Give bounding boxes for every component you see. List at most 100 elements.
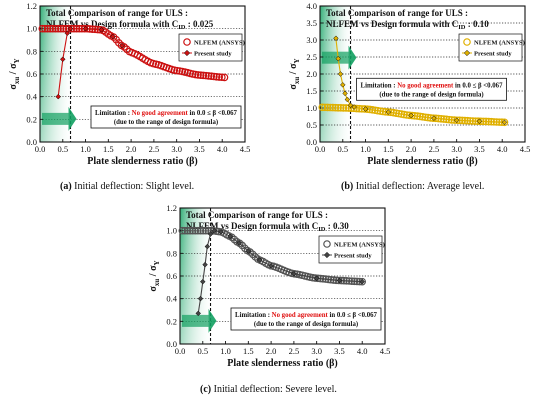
chart-c-svg: 0.0 0.5 1.0 1.5 2.0 2.5 3.0 3.5 4.0 4.5 0.0 0.2 0.4 0… <box>148 203 390 369</box>
x-tick-label-0: 0.0 <box>175 346 186 356</box>
present-point-12 <box>453 117 460 123</box>
present-point-7 <box>218 229 224 235</box>
nlfem-point-66 <box>212 72 221 81</box>
y-tick-label-8: 4.0 <box>306 1 317 11</box>
y-tick-label-1: 0.2 <box>166 316 177 326</box>
x-tick-label-4: 2.0 <box>126 144 137 154</box>
nlfem-point-8 <box>59 24 68 33</box>
limitation-box <box>90 105 242 129</box>
y-tick-label-4: 0.8 <box>166 248 177 258</box>
caption-c: (c) Initial deflection: Severe level. <box>200 384 337 395</box>
present-point-6 <box>347 102 354 109</box>
chart-b-svg: 0.0 0.5 1.0 1.5 2.0 2.5 3.0 3.5 4.0 4.5 0.0 0.5 1.0 1… <box>288 1 531 167</box>
caption-c-tag: (c) <box>200 384 212 395</box>
x-tick-label-7: 3.5 <box>334 346 345 356</box>
present-point-1 <box>60 56 66 63</box>
nlfem-point-58 <box>191 70 200 79</box>
x-tick-label-0: 0.0 <box>315 144 326 154</box>
y-tick-label-0: 0.0 <box>306 137 317 147</box>
present-point-13 <box>291 270 297 277</box>
nlfem-point-2 <box>183 226 192 235</box>
y-tick-label-6: 1.2 <box>26 1 37 11</box>
y-tick-label-0: 0.0 <box>26 137 37 147</box>
y-tick-label-1: 0.2 <box>26 114 37 124</box>
chart-title-line1: Total Comparison of range for ULS : <box>186 210 328 220</box>
nlfem-point-67 <box>215 73 224 81</box>
nlfem-point-62 <box>202 71 210 80</box>
limitation-text: Limitation : No good agreement in 0.0 ≤ … <box>95 110 238 117</box>
x-tick-label-6: 3.0 <box>311 346 322 356</box>
nlfem-point-1 <box>321 103 329 112</box>
chart-a-svg: 0.0 0.5 1.0 1.5 2.0 2.5 3.0 3.5 4.0 4.5 0.0 0.2 0.4 0… <box>8 1 251 167</box>
present-point-5 <box>207 231 214 237</box>
limitation-arrow-shaft <box>182 314 209 327</box>
nlfem-point-4 <box>49 24 57 33</box>
legend-present-label: Present study <box>474 51 512 58</box>
present-point-4 <box>82 25 89 32</box>
present-point-8 <box>227 233 233 240</box>
chart-title-line2: NLFEM vs Design formula with CID : 0.10 <box>326 19 489 31</box>
chart-title-line2: NLFEM vs Design formula with CID : 0.30 <box>186 221 349 233</box>
y-tick-label-2: 0.4 <box>166 294 177 304</box>
present-point-10 <box>245 248 252 254</box>
x-tick-label-8: 4.0 <box>217 144 228 154</box>
legend-box <box>178 33 243 62</box>
y-tick-label-6: 3.0 <box>306 35 317 45</box>
chart-panel-c: 0.0 0.5 1.0 1.5 2.0 2.5 3.0 3.5 4.0 4.5 0.0 0.2 0.4 0… <box>140 202 410 382</box>
limitation-arrow-shaft <box>42 112 69 125</box>
nlfem-point-51 <box>173 66 181 75</box>
nlfem-point-6 <box>54 24 62 33</box>
x-tick-label-5: 2.5 <box>429 144 440 154</box>
x-tick-label-3: 1.5 <box>383 144 394 154</box>
nlfem-point-0 <box>178 226 187 235</box>
x-tick-label-5: 2.5 <box>149 144 160 154</box>
present-point-2 <box>337 71 344 77</box>
present-point-13 <box>476 118 483 125</box>
nlfem-point-6 <box>334 103 342 112</box>
y-tick-label-6: 1.2 <box>166 203 177 213</box>
x-tick-label-4: 2.0 <box>406 144 417 154</box>
legend-nlfem-marker <box>323 240 331 248</box>
present-study-line <box>57 28 123 97</box>
y-tick-label-4: 0.8 <box>26 46 37 56</box>
y-tick-label-4: 2.0 <box>306 69 317 79</box>
nlfem-point-0 <box>38 24 47 33</box>
x-tick-label-2: 1.0 <box>220 346 231 356</box>
caption-a: (a) Initial deflection: Slight level. <box>60 181 194 192</box>
y-axis-label: σxu / σY <box>148 260 161 291</box>
present-point-1 <box>335 55 341 62</box>
x-tick-label-4: 2.0 <box>266 346 277 356</box>
chart-title-line2: NLFEM vs Design formula with CID : 0.025 <box>46 19 214 31</box>
nlfem-point-68 <box>218 73 226 82</box>
chart-title-line1: Total Comparison of range for ULS : <box>326 8 468 18</box>
present-point-11 <box>256 257 263 263</box>
limitation-arrow-shaft <box>322 51 349 64</box>
legend-present-marker <box>323 251 331 259</box>
limitation-text: Limitation : No good agreement in 0.0 ≤ … <box>235 312 378 319</box>
legend-nlfem-label: NLFEM (ANSYS) <box>334 242 385 249</box>
legend-box <box>318 235 383 264</box>
limitation-note: (due to the range of design formula) <box>254 321 358 328</box>
nlfem-point-1 <box>41 24 49 33</box>
present-point-4 <box>204 243 211 250</box>
present-point-12 <box>268 263 274 269</box>
present-point-8 <box>362 106 369 112</box>
nlfem-point-7 <box>56 24 65 33</box>
present-point-5 <box>344 96 351 103</box>
x-tick-label-7: 3.5 <box>474 144 485 154</box>
nlfem-point-63 <box>204 72 213 80</box>
caption-a-text: Initial deflection: Slight level. <box>71 181 195 192</box>
limitation-note: (due to the range of design formula) <box>114 119 218 126</box>
present-point-14 <box>313 275 320 282</box>
x-tick-label-9: 4.5 <box>520 144 531 154</box>
nlfem-point-60 <box>196 71 205 80</box>
x-tick-label-2: 1.0 <box>80 144 91 154</box>
nlfem-point-61 <box>199 71 208 80</box>
nlfem-point-6 <box>194 226 202 235</box>
present-point-2 <box>200 278 206 285</box>
nlfem-point-8 <box>199 226 207 235</box>
x-tick-label-9: 4.5 <box>240 144 251 154</box>
nlfem-point-2 <box>43 24 52 33</box>
present-point-6 <box>211 227 217 234</box>
nlfem-point-69 <box>220 73 229 82</box>
